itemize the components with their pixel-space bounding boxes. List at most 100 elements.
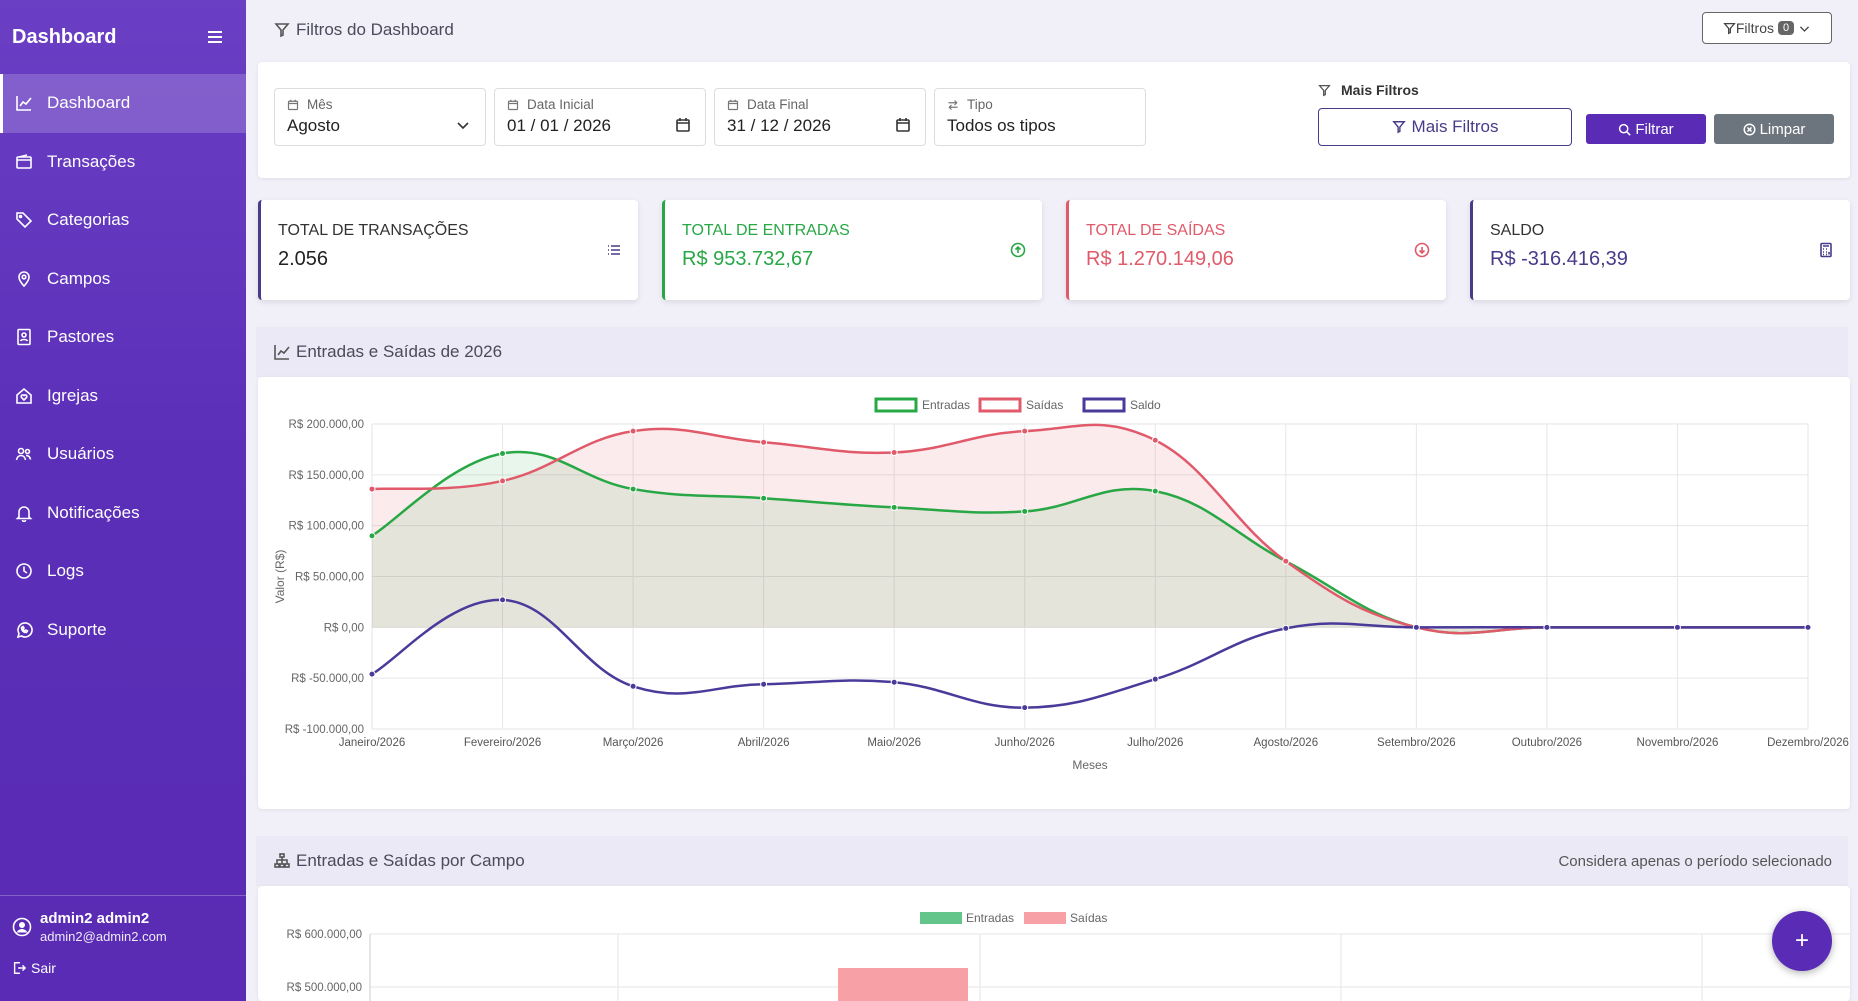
x-tick-label: Fevereiro/2026 [464,737,541,749]
chevron-down-icon [1800,25,1810,32]
bell-icon [14,503,34,523]
line-chart: R$ 200.000,00 R$ 150.000,00 R$ 100.000,00 R… [273,397,1849,772]
wallet-icon [14,152,34,172]
filter-header: Filtros do Dashboard Filtros 0 [256,0,1848,60]
hamburger-menu-icon[interactable] [208,31,224,43]
data-point [890,503,898,511]
line-chart-card: R$ 200.000,00 R$ 150.000,00 R$ 100.000,00 R… [258,377,1850,809]
bar-chart: R$ 600.000,00 R$ 500.000,00 Entradas Saídas [287,911,1850,1001]
stat-value: R$ -316.416,39 [1490,248,1628,270]
filters-title: Filtros do Dashboard [296,20,454,39]
filters-toggle-label: Filtros [1735,20,1774,36]
x-tick-label: Janeiro/2026 [339,737,406,749]
calendar-picker-icon[interactable] [895,117,911,138]
sidebar-item-house-heart[interactable]: Igrejas [0,367,246,426]
data-point [1151,487,1159,495]
y-axis-title: Valor (R$) [273,550,287,604]
series-line-saldo [371,598,1808,709]
sidebar-item-map-pin[interactable]: Campos [0,250,246,309]
whatsapp-icon [14,620,34,640]
filter-icon [274,23,290,38]
stat-value: R$ 953.732,67 [682,248,814,270]
sidebar-item-dashboard[interactable]: Dashboard [0,74,246,133]
sidebar-item-bell[interactable]: Notificações [0,484,246,543]
arrow-down-circle-icon [1414,242,1430,263]
swap-icon [948,99,958,110]
month-select[interactable]: Mês Agosto [274,88,486,146]
start-date-field[interactable]: Data Inicial 01 / 01 / 2026 [494,88,706,146]
filter-button[interactable]: Filtrar [1586,114,1706,144]
stat-label: SALDO [1490,222,1545,239]
more-filters-button[interactable]: Mais Filtros [1318,108,1572,146]
sidebar-item-badge[interactable]: Pastores [0,308,246,367]
list-icon [606,242,622,263]
logout-label: Sair [31,960,56,976]
legend-swatch [1024,912,1066,924]
line-chart-header: Entradas e Saídas de 2026 [256,327,1848,377]
add-fab-button[interactable]: + [1772,911,1832,971]
data-point [890,448,898,456]
sidebar-item-wallet[interactable]: Transações [0,133,246,192]
x-tick-label: Setembro/2026 [1377,737,1456,749]
sidebar-item-tags[interactable]: Categorias [0,191,246,250]
data-point [1151,436,1159,444]
logout-icon [13,962,26,974]
filters-toggle-button[interactable]: Filtros 0 [1702,12,1832,44]
main-content: Filtros do Dashboard Filtros 0 Mês Agost… [246,0,1858,1001]
legend-swatch [920,912,962,924]
x-tick-label: Agosto/2026 [1254,737,1319,749]
data-point [1412,623,1420,631]
sidebar-item-people[interactable]: Usuários [0,425,246,484]
sidebar-item-label: Usuários [47,444,115,464]
clear-button[interactable]: Limpar [1714,114,1834,144]
filter-card: Mês Agosto Data Inicial 01 / 01 / 2026 D… [258,62,1850,178]
sidebar-item-label: Logs [47,561,84,581]
data-point [1021,704,1029,712]
sidebar-brand: Dashboard [0,0,246,74]
sidebar-item-label: Igrejas [47,385,99,405]
stat-value: 2.056 [278,248,329,270]
logout-link[interactable]: Sair [12,960,234,976]
data-point [629,485,637,493]
user-name: admin2 admin2 [40,910,150,927]
data-point [890,678,898,686]
legend-label: Saídas [1026,398,1063,412]
data-point [1151,675,1159,683]
end-date-field[interactable]: Data Final 31 / 12 / 2026 [714,88,926,146]
x-tick-label: Novembro/2026 [1637,737,1719,749]
type-label: Tipo [967,97,993,112]
data-point [1543,623,1551,631]
bar-chart-header: Entradas e Saídas por Campo Considera ap… [256,836,1848,886]
type-select[interactable]: Tipo Todos os tipos [934,88,1146,146]
x-tick-label: Maio/2026 [867,737,921,749]
bar-chart-note: Considera apenas o período selecionado [1558,852,1832,870]
more-filters-label: Mais Filtros [1318,82,1419,98]
filter-icon [1723,22,1736,34]
chevron-down-icon [455,117,471,138]
tags-icon [14,210,34,230]
filter-icon [1318,84,1331,96]
bar [838,968,968,1001]
sidebar-item-clock[interactable]: Logs [0,542,246,601]
month-value: Agosto [287,116,340,135]
y-tick-label: R$ -50.000,00 [291,673,364,685]
y-tick-label: R$ 0,00 [324,622,364,634]
people-icon [14,444,34,464]
legend-swatch [874,397,918,413]
sitemap-icon [274,853,290,868]
calculator-icon [1818,242,1834,263]
legend-label: Saldo [1130,398,1161,412]
data-point [368,532,376,540]
x-tick-label: Dezembro/2026 [1767,737,1849,749]
user-box: admin2 admin2 admin2@admin2.com Sair [0,895,246,1001]
calendar-picker-icon[interactable] [675,117,691,138]
data-point [1282,557,1290,565]
filter-button-label: Filtrar [1635,120,1674,138]
sidebar-item-label: Suporte [47,619,107,639]
data-point [368,485,376,493]
x-axis-title: Meses [1072,758,1107,772]
y-tick-label: R$ 100.000,00 [289,521,364,533]
user-email: admin2@admin2.com [40,929,167,944]
sidebar-item-label: Campos [47,268,111,288]
sidebar-item-whatsapp[interactable]: Suporte [0,601,246,660]
